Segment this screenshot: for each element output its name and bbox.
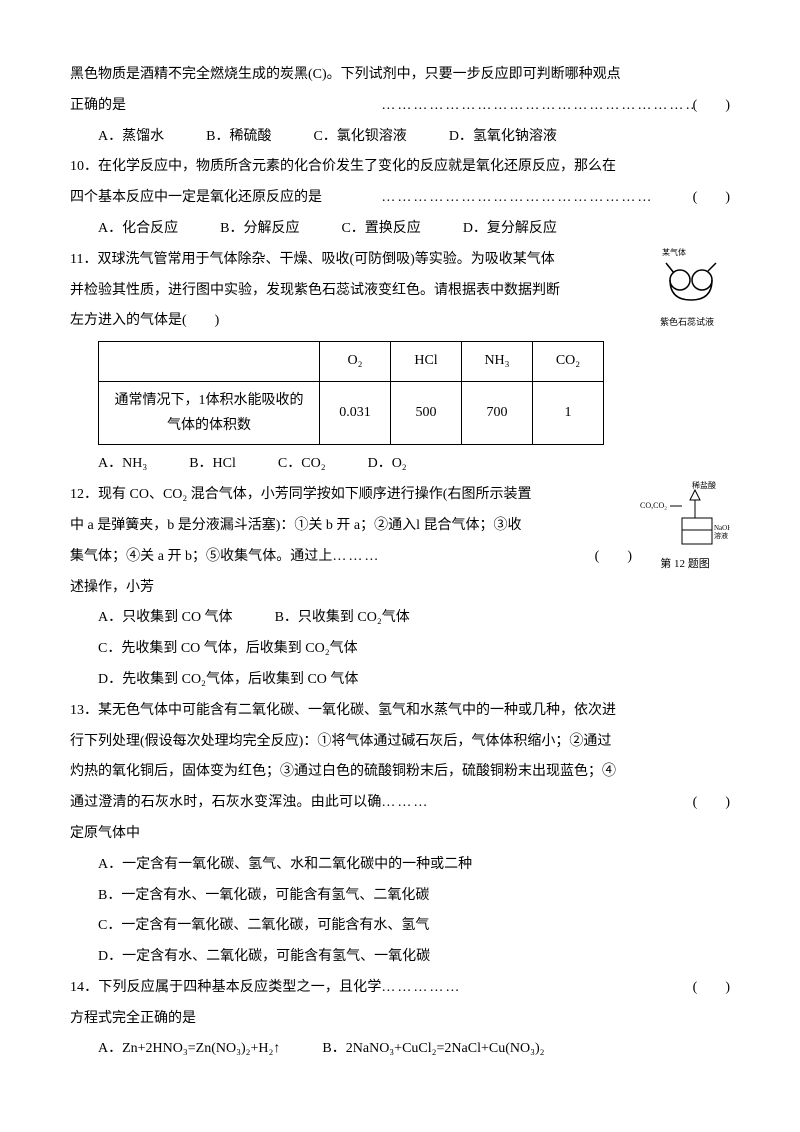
q9-opt-d: D．氢氧化钠溶液 [449,122,557,153]
dots: …………………………………………… [381,183,692,214]
q13-opt-c: C．一定含有一氧化碳、二氧化碳，可能含有水、氢气 [98,911,730,942]
q12-frag2: 中 a 是弹簧夹，b 是分液漏斗活塞)：①关 b 开 a；②通入l 昆合气体；③… [70,511,632,542]
row-label: 通常情况下，1体积水能吸收的气体的体积数 [99,381,320,444]
q13-opt-b: B．一定含有水、一氧化碳，可能含有氢气、二氧化碳 [98,881,730,912]
q11-options: A．NH₃ B．HCl C．CO₂ D．O₂ [70,449,730,480]
q10-opt-d: D．复分解反应 [463,214,557,245]
q11-table: O₂ HCl NH₃ CO₂ 通常情况下，1体积水能吸收的气体的体积数 0.03… [98,341,604,445]
q13-opt-a: A．一定含有一氧化碳、氢气、水和二氧化碳中的一种或二种 [98,850,730,881]
q11-opt-a: A．NH₃ [98,449,147,480]
q13-paren: ( ) [693,788,730,819]
q14-paren: ( ) [693,973,730,1004]
q13-options: A．一定含有一氧化碳、氢气、水和二氧化碳中的一种或二种 B．一定含有水、一氧化碳… [70,850,730,973]
q9-opt-a: A．蒸馏水 [98,122,164,153]
q14-lead: 14．下列反应属于四种基本反应类型之一，且化学方程式完全正确的是 [70,973,381,1035]
q9-opt-b: B．稀硫酸 [206,122,271,153]
th-co2: CO₂ [533,342,604,382]
q14-opt-a: A．Zn+2HNO₃=Zn(NO₃)₂+H₂↑ [98,1034,280,1065]
q12-opt-a: A．只收集到 CO 气体 [98,603,233,634]
svg-text:NaOH: NaOH [714,524,730,532]
q12-opt-c: C．先收集到 CO 气体，后收集到 CO₂气体 [98,634,730,665]
q11-fig-right-label: 紫色石蕊试液 [660,318,730,328]
dots: …………… [381,973,692,1004]
dots: ……… [381,788,692,819]
v-co2: 1 [533,381,604,444]
v-o2: 0.031 [320,381,391,444]
q12-options-cd: C．先收集到 CO 气体，后收集到 CO₂气体 D．先收集到 CO₂气体，后收集… [70,634,730,696]
q13-frag3: 灼热的氧化铜后，固体变为红色；③通过白色的硫酸铜粉末后，硫酸铜粉末出现蓝色；④ [70,757,730,788]
q12-frag3-line: 集气体；④关 a 开 b；⑤收集气体。通过上述操作，小芳 ……… ( ) [70,542,632,604]
q11-opt-d: D．O₂ [368,449,407,480]
q12-paren: ( ) [595,542,632,573]
q12-opt-d: D．先收集到 CO₂气体，后收集到 CO 气体 [98,665,730,696]
q13-frag2: 行下列处理(假设每次处理均完全反应)：①将气体通过碱石灰后，气体体积缩小；②通过 [70,727,730,758]
q11-frag3: 左方进入的气体是( ) [70,306,652,337]
q14-opt-b: B．2NaNO₃+CuCl₂=2NaCl+Cu(NO₃)₂ [322,1034,544,1065]
dots: ………………………………………………………………………………… [381,91,692,122]
q11-block: 11．双球洗气管常用于气体除杂、干燥、吸收(可防倒吸)等实验。为吸收某气体 并检… [70,245,730,337]
svg-text:溶液: 溶液 [714,531,728,540]
q11-opt-c: C．CO₂ [278,449,326,480]
q10-opt-b: B．分解反应 [220,214,299,245]
q9-frag2-lead: 正确的是 [70,91,381,122]
q12-options-ab: A．只收集到 CO 气体 B．只收集到 CO₂气体 [70,603,730,634]
v-hcl: 500 [391,381,462,444]
q11-figure: 某气体 紫色石蕊试液 [660,245,730,328]
q10-options: A．化合反应 B．分解反应 C．置换反应 D．复分解反应 [70,214,730,245]
q10-frag2-line: 四个基本反应中一定是氧化还原反应的是 …………………………………………… ( ) [70,183,730,214]
q13-frag4-line: 通过澄清的石灰水时，石灰水变浑浊。由此可以确定原气体中 ……… ( ) [70,788,730,850]
th-nh3: NH₃ [462,342,533,382]
q12-frag1: 12．现有 CO、CO₂ 混合气体，小芳同学按如下顺序进行操作(右图所示装置 [70,480,632,511]
q12-figure: 稀盐酸 CO,CO₂ NaOH 溶液 第 12 题图 [640,480,730,570]
q11-opt-b: B．HCl [189,449,236,480]
q9-paren: ( ) [693,91,730,122]
q12-fig-cap: 第 12 题图 [640,558,730,570]
q14-options: A．Zn+2HNO₃=Zn(NO₃)₂+H₂↑ B．2NaNO₃+CuCl₂=2… [70,1034,730,1065]
q10-opt-c: C．置换反应 [341,214,420,245]
q13-opt-d: D．一定含有水、二氧化碳，可能含有氢气、一氧化碳 [98,942,730,973]
q13-frag4-lead: 通过澄清的石灰水时，石灰水变浑浊。由此可以确定原气体中 [70,788,381,850]
v-nh3: 700 [462,381,533,444]
dots: ……… [332,542,594,573]
q12-block: 12．现有 CO、CO₂ 混合气体，小芳同学按如下顺序进行操作(右图所示装置 中… [70,480,730,603]
q9-frag1: 黑色物质是酒精不完全燃烧生成的炭黑(C)。下列试剂中，只要一步反应即可判断哪种观… [70,60,730,91]
th-o2: O₂ [320,342,391,382]
q11-frag2: 并检验其性质，进行图中实验，发现紫色石蕊试液变红色。请根据表中数据判断 [70,276,652,307]
q14-line: 14．下列反应属于四种基本反应类型之一，且化学方程式完全正确的是 …………… (… [70,973,730,1035]
q11-fig-left-label: 某气体 [662,247,686,257]
q13-frag1: 13．某无色气体中可能含有二氧化碳、一氧化碳、氢气和水蒸气中的一种或几种，依次进 [70,696,730,727]
q9-opt-c: C．氯化钡溶液 [313,122,406,153]
th-hcl: HCl [391,342,462,382]
q11-frag1: 11．双球洗气管常用于气体除杂、干燥、吸收(可防倒吸)等实验。为吸收某气体 [70,245,652,276]
q9-frag2-line: 正确的是 ………………………………………………………………………………… ( ) [70,91,730,122]
q9-options: A．蒸馏水 B．稀硫酸 C．氯化钡溶液 D．氢氧化钠溶液 [70,122,730,153]
svg-text:CO,CO₂: CO,CO₂ [640,501,667,510]
q10-frag2-lead: 四个基本反应中一定是氧化还原反应的是 [70,183,381,214]
svg-text:稀盐酸: 稀盐酸 [692,480,716,490]
q12-opt-b: B．只收集到 CO₂气体 [275,603,410,634]
q10-opt-a: A．化合反应 [98,214,178,245]
q12-frag3-lead: 集气体；④关 a 开 b；⑤收集气体。通过上述操作，小芳 [70,542,332,604]
q10-paren: ( ) [693,183,730,214]
q10-frag1: 10．在化学反应中，物质所含元素的化合价发生了变化的反应就是氧化还原反应，那么在 [70,152,730,183]
